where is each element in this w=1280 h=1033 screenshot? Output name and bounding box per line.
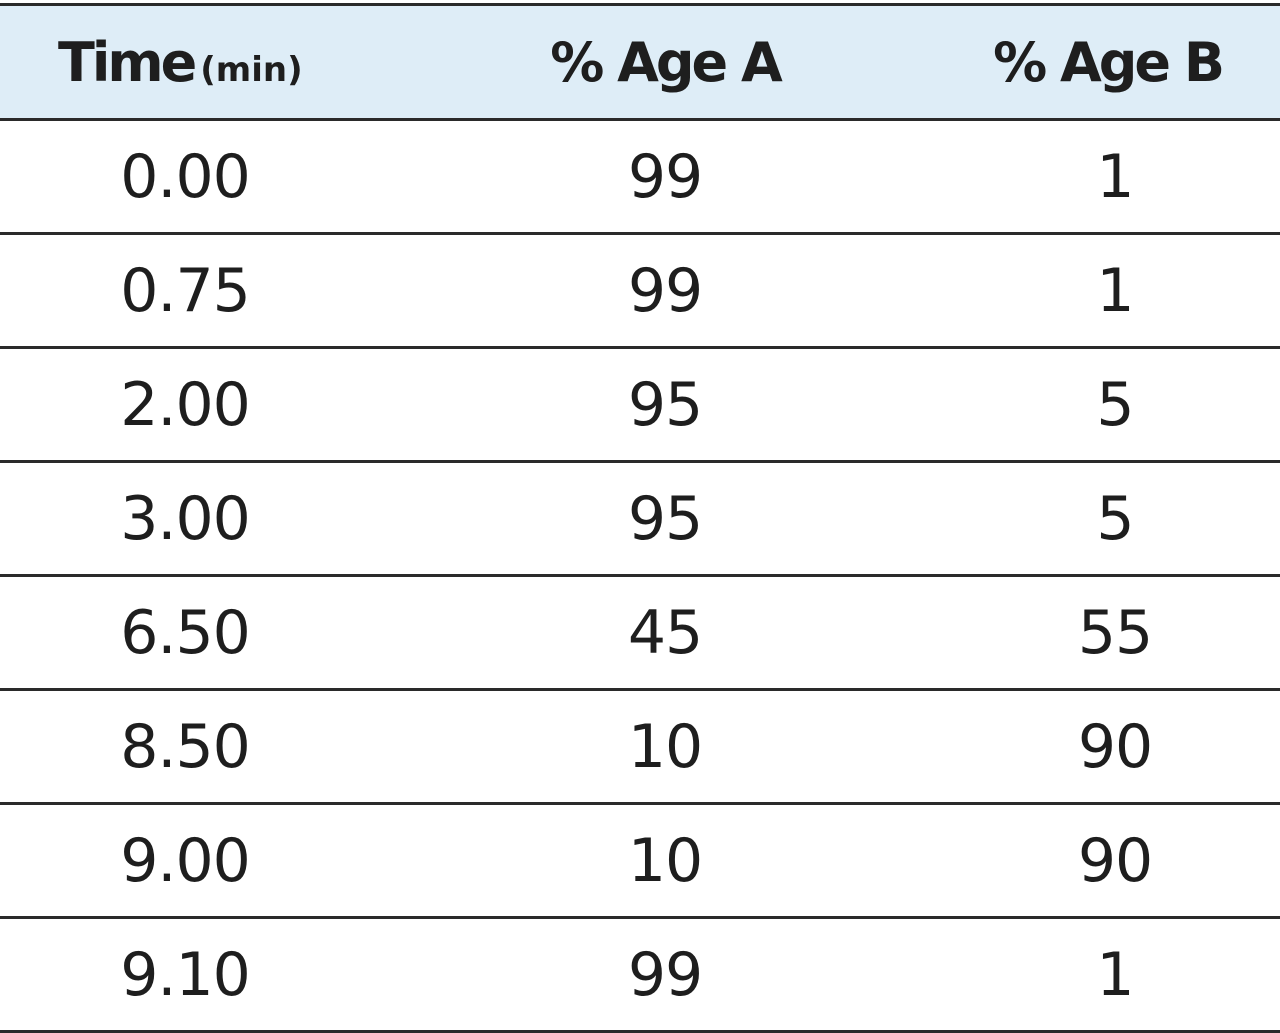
table-row: 0.00 99 1	[0, 119, 1280, 235]
table-row: 9.10 99 1	[0, 917, 1280, 1033]
header-time: Time (min)	[0, 3, 370, 121]
cell-age-b: 1	[930, 233, 1280, 349]
cell-age-a: 99	[370, 119, 930, 235]
cell-time: 6.50	[0, 575, 370, 691]
cell-age-a: 10	[370, 689, 930, 805]
header-age-a: % Age A	[370, 3, 930, 121]
cell-age-a: 10	[370, 803, 930, 919]
cell-age-b: 5	[930, 347, 1280, 463]
cell-age-b: 55	[930, 575, 1280, 691]
cell-age-a: 95	[370, 347, 930, 463]
table-header-row: Time (min) % Age A % Age B	[0, 3, 1280, 121]
header-age-b: % Age B	[930, 3, 1280, 121]
cell-age-a: 99	[370, 917, 930, 1033]
cell-age-a: 99	[370, 233, 930, 349]
cell-time: 9.00	[0, 803, 370, 919]
cell-time: 8.50	[0, 689, 370, 805]
cell-time: 0.75	[0, 233, 370, 349]
cell-time: 2.00	[0, 347, 370, 463]
cell-age-a: 95	[370, 461, 930, 577]
cell-time: 9.10	[0, 917, 370, 1033]
cell-age-b: 5	[930, 461, 1280, 577]
cell-age-a: 45	[370, 575, 930, 691]
cell-age-b: 90	[930, 803, 1280, 919]
cell-time: 3.00	[0, 461, 370, 577]
cell-age-b: 1	[930, 119, 1280, 235]
header-time-label: Time	[58, 30, 197, 94]
table-row: 6.50 45 55	[0, 575, 1280, 691]
header-time-unit: (min)	[200, 49, 303, 90]
cell-age-b: 90	[930, 689, 1280, 805]
table-row: 2.00 95 5	[0, 347, 1280, 463]
cell-age-b: 1	[930, 917, 1280, 1033]
cell-time: 0.00	[0, 119, 370, 235]
table-row: 9.00 10 90	[0, 803, 1280, 919]
table-row: 3.00 95 5	[0, 461, 1280, 577]
gradient-table: Time (min) % Age A % Age B 0.00 99 1 0.75…	[0, 3, 1280, 1033]
table-row: 0.75 99 1	[0, 233, 1280, 349]
table-row: 8.50 10 90	[0, 689, 1280, 805]
